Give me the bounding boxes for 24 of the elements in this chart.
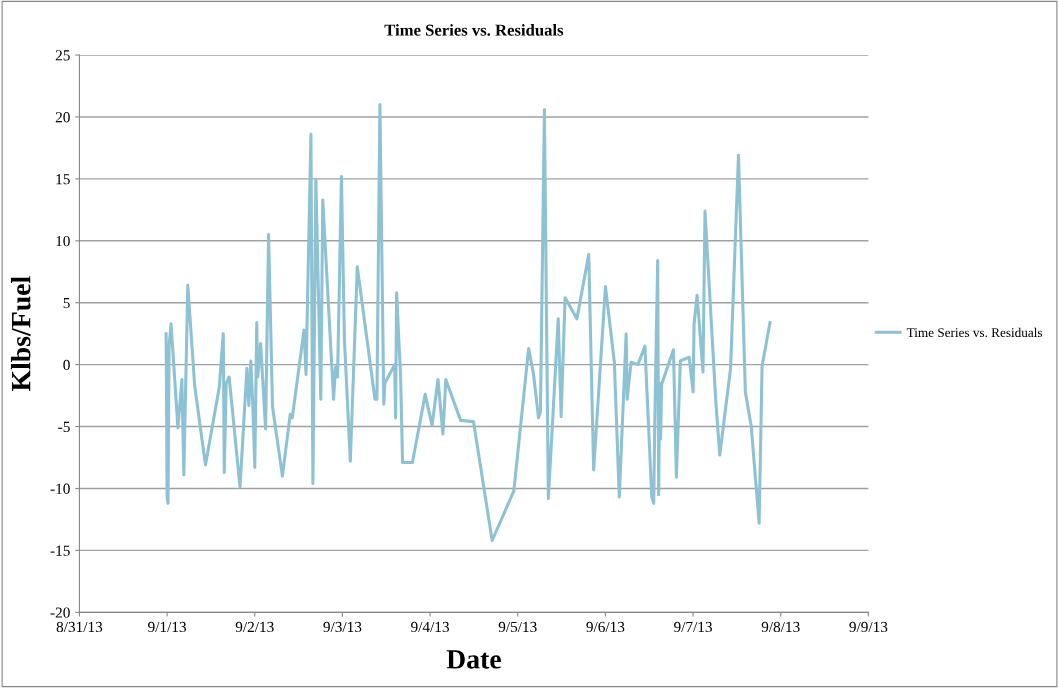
y-tick-label: 25 <box>55 50 70 61</box>
x-tick-label: 9/7/13 <box>674 621 712 633</box>
x-tick-label: 9/9/13 <box>849 621 888 633</box>
chart-title: Time Series vs. Residuals <box>384 24 564 36</box>
y-axis-title: Klbs/Fuel <box>10 276 31 392</box>
x-tick-label: 9/4/13 <box>411 621 449 633</box>
x-tick-label: 9/6/13 <box>586 621 625 633</box>
x-tick-label: 9/8/13 <box>761 621 800 633</box>
y-tick-label: 0 <box>63 359 70 371</box>
y-tick-label: -15 <box>50 545 70 556</box>
y-tick-label: -20 <box>50 607 70 618</box>
x-tick-label: 9/5/13 <box>498 621 537 633</box>
y-tick-label: 20 <box>55 112 70 123</box>
y-tick-label: 15 <box>56 174 70 185</box>
legend-label: Time Series vs. Residuals <box>906 327 1043 338</box>
y-tick-label: 10 <box>56 235 70 247</box>
x-tick-label: 9/3/13 <box>323 621 362 633</box>
y-tick-label: -5 <box>58 421 70 433</box>
x-tick-label: 9/2/13 <box>235 621 274 633</box>
y-tick-label: 5 <box>63 298 70 309</box>
y-tick-label: -10 <box>50 483 70 494</box>
x-axis-title: Date <box>446 650 501 669</box>
x-tick-label: 9/1/13 <box>148 621 187 633</box>
x-tick-label: 8/31/13 <box>56 621 103 633</box>
